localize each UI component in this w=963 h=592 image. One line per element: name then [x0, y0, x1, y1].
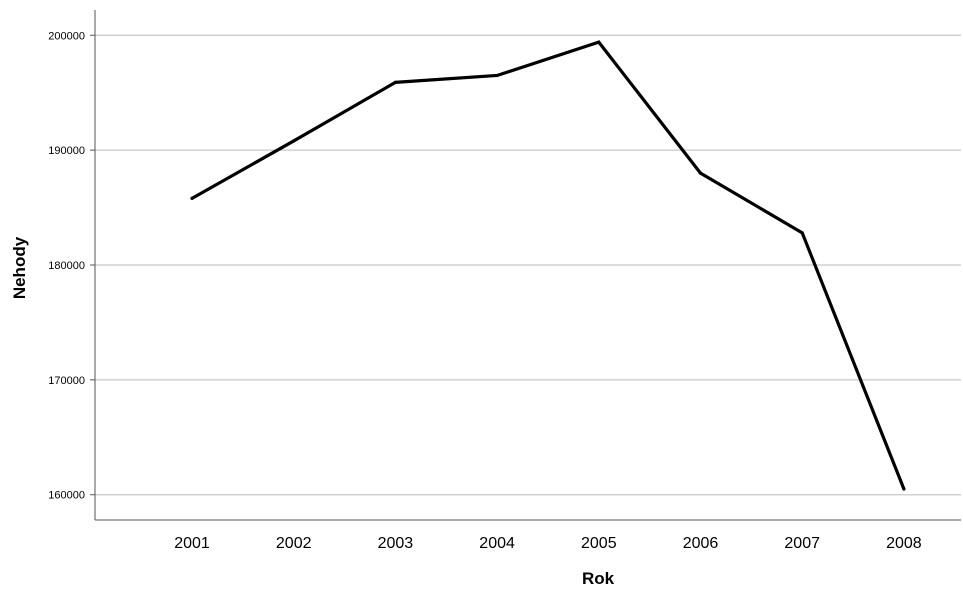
x-tick-label: 2002	[276, 535, 312, 552]
axes	[94, 10, 961, 521]
x-tick-label: 2004	[479, 535, 515, 552]
x-tick-label: 2005	[581, 535, 617, 552]
y-tick-label: 190000	[48, 145, 85, 157]
gridlines	[90, 34, 961, 496]
y-tick-label: 200000	[48, 30, 85, 42]
y-tick-label: 180000	[48, 260, 85, 272]
y-axis-title: Nehody	[10, 236, 29, 299]
series	[190, 40, 906, 491]
y-tick-labels: 160000 170000 180000 190000 200000	[48, 30, 85, 501]
x-tick-label: 2003	[378, 535, 414, 552]
data-point	[902, 487, 906, 491]
x-axis-title: Rok	[582, 569, 615, 588]
data-point	[190, 196, 194, 200]
data-point	[698, 171, 703, 175]
data-point	[292, 139, 296, 143]
y-tick-label: 170000	[48, 375, 85, 387]
data-point	[495, 73, 499, 78]
data-point	[393, 80, 397, 84]
x-tick-labels: 2001 2002 2003 2004 2005 2006 2007 2008	[174, 535, 922, 552]
data-point	[597, 40, 601, 44]
series-line	[191, 40, 906, 490]
x-tick-label: 2006	[683, 535, 719, 552]
x-tick-label: 2001	[174, 535, 210, 552]
x-tick-label: 2007	[784, 535, 820, 552]
data-point	[800, 231, 804, 235]
x-tick-label: 2008	[886, 535, 922, 552]
y-tick-label: 160000	[48, 490, 85, 502]
